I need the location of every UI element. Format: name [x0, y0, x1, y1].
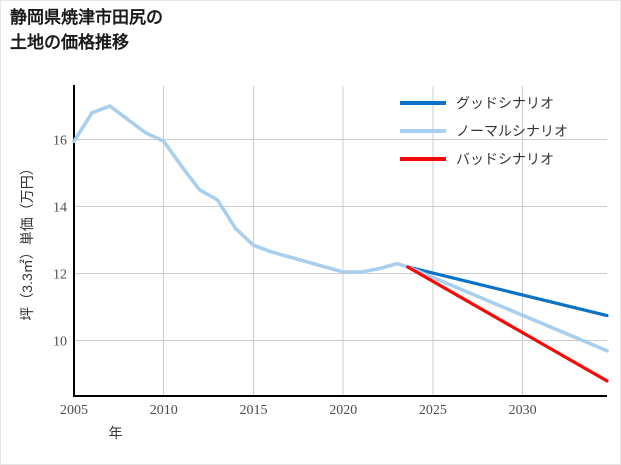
- y-tick-label: 10: [53, 335, 67, 350]
- x-tick-label: 2010: [150, 403, 178, 418]
- gridlines: [74, 86, 607, 396]
- series-line-normal: [72, 104, 609, 353]
- x-tick-label: 2015: [239, 403, 267, 418]
- y-tick-label: 12: [53, 268, 67, 283]
- y-tick-label: 16: [53, 134, 67, 149]
- x-tick-label: 2030: [509, 403, 537, 418]
- tick-labels: 2005 2010 2015 2020 2025 2030 10 12 14 16: [53, 134, 537, 418]
- legend-label: ノーマルシナリオ: [456, 125, 568, 140]
- y-axis-title: 坪（3.3㎡）単価（万円）: [19, 161, 35, 320]
- series-lines: [72, 104, 609, 383]
- legend-label: バッドシナリオ: [456, 153, 554, 168]
- axis-titles: 年 坪（3.3㎡）単価（万円）: [19, 161, 123, 441]
- legend-label: グッドシナリオ: [456, 96, 554, 112]
- x-tick-label: 2025: [419, 403, 447, 418]
- x-tick-label: 2020: [329, 403, 357, 418]
- x-axis-title: 年: [109, 425, 123, 441]
- axes: [73, 85, 607, 397]
- x-tick-label: 2005: [60, 403, 88, 418]
- y-tick-label: 14: [53, 201, 67, 216]
- page-title: 静岡県焼津市田尻の 土地の価格推移: [10, 8, 163, 52]
- series-line-bad: [406, 265, 609, 383]
- series-line-good: [406, 265, 609, 318]
